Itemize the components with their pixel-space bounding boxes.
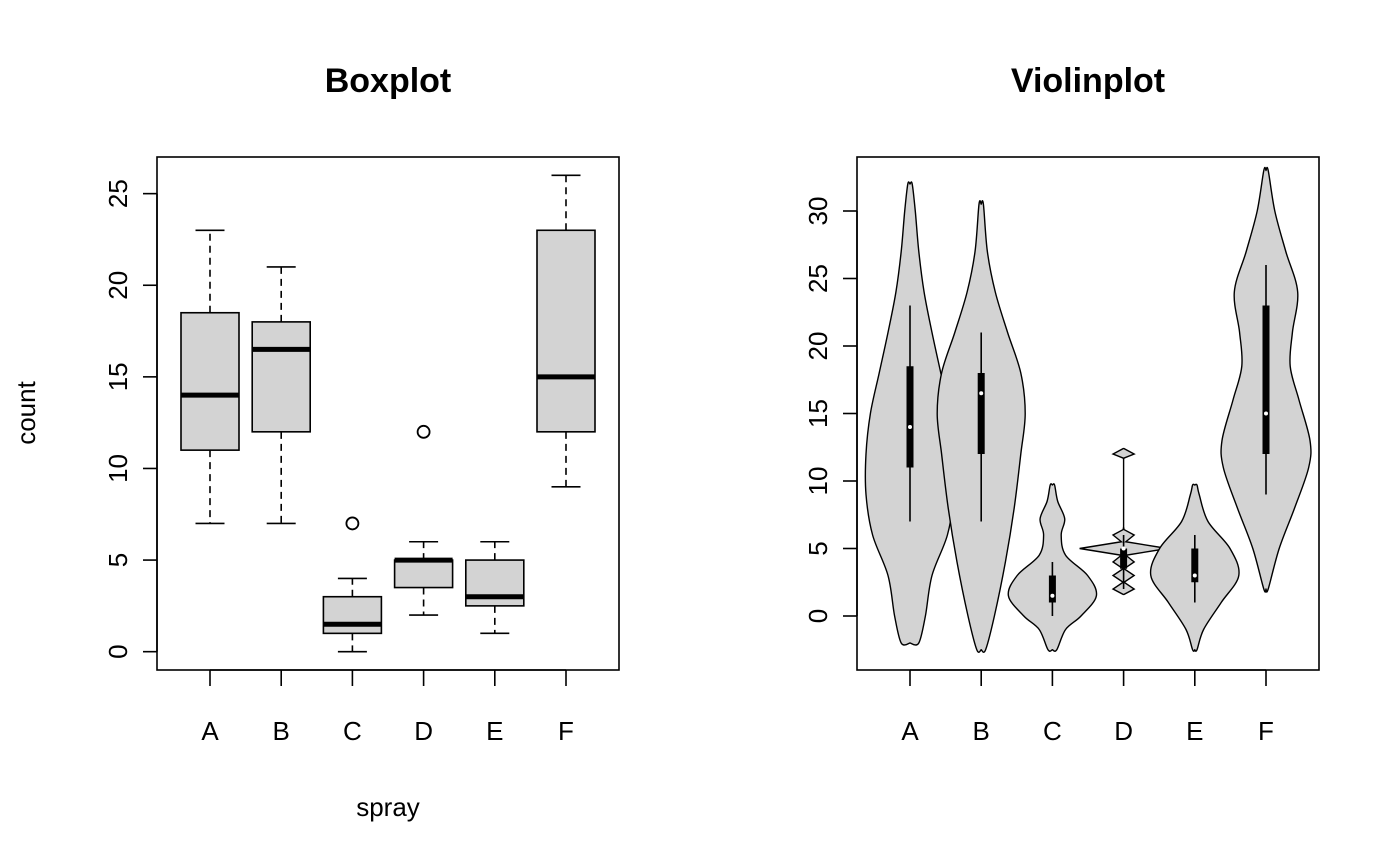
violinplot-x-tick-label: F xyxy=(1258,716,1274,746)
violin-iqr-bar xyxy=(1048,575,1056,603)
violin-iqr-bar xyxy=(1262,305,1270,454)
violin-f xyxy=(1220,166,1312,593)
violin-median-dot xyxy=(1050,593,1055,598)
box-iqr-rect xyxy=(536,229,596,433)
box-outlier-point xyxy=(345,516,360,531)
violinplot-x-axis: A B C D E F xyxy=(901,669,1274,746)
boxplot-x-axis-label: spray xyxy=(356,792,420,822)
boxplot-y-tick-label: 25 xyxy=(103,179,133,208)
violin-iqr-bar xyxy=(1191,548,1199,583)
box-b xyxy=(251,266,311,525)
violinplot-y-tick-label: 30 xyxy=(803,197,833,226)
boxplot-title: Boxplot xyxy=(325,62,452,100)
violinplot-x-tick-label: A xyxy=(901,716,919,746)
violinplot-y-tick-label: 25 xyxy=(803,264,833,293)
box-c xyxy=(322,516,383,653)
boxplot-y-axis: 0 5 10 15 20 25 xyxy=(103,179,158,659)
violin-median-dot xyxy=(908,425,912,429)
boxplot-x-tick-label: F xyxy=(558,716,574,746)
boxplot-marks xyxy=(180,174,596,653)
violin-iqr-bar xyxy=(906,366,914,468)
box-iqr-rect xyxy=(251,321,311,433)
violin-e xyxy=(1149,483,1240,652)
violin-median-dot xyxy=(1192,573,1197,578)
violinplot-x-tick-label: E xyxy=(1186,716,1203,746)
violin-median-dot xyxy=(1264,411,1268,416)
violinplot-y-tick-label: 15 xyxy=(803,399,833,428)
boxplot-y-tick-label: 15 xyxy=(103,362,133,391)
box-iqr-rect xyxy=(322,595,383,635)
violinplot-x-tick-label: C xyxy=(1043,716,1062,746)
violinplot-marks xyxy=(864,166,1312,653)
violin-median-dot xyxy=(1121,546,1126,551)
box-a xyxy=(180,229,240,525)
violinplot-y-tick-label: 0 xyxy=(803,609,833,623)
box-f xyxy=(536,174,596,488)
box-outlier-point xyxy=(416,424,431,439)
boxplot-x-tick-label: E xyxy=(486,716,503,746)
violinplot-y-tick-label: 20 xyxy=(803,332,833,361)
violin-iqr-bar xyxy=(977,373,985,454)
violinplot-x-tick-label: D xyxy=(1114,716,1133,746)
boxplot-y-tick-label: 20 xyxy=(103,271,133,300)
violinplot-y-tick-label: 5 xyxy=(803,541,833,555)
box-iqr-rect xyxy=(393,559,454,589)
box-d xyxy=(393,424,454,616)
violinplot-title: Violinplot xyxy=(1011,62,1165,100)
violinplot-panel: Violinplot 0 5 10 15 20 25 30 A B C D E F xyxy=(803,62,1320,746)
box-e xyxy=(464,540,525,635)
boxplot-x-tick-label: C xyxy=(343,716,362,746)
boxplot-x-axis: A B C D E F xyxy=(201,669,574,746)
boxplot-x-tick-label: B xyxy=(273,716,290,746)
violin-median-dot xyxy=(979,391,984,396)
violinplot-y-tick-label: 10 xyxy=(803,467,833,496)
boxplot-x-tick-label: D xyxy=(414,716,433,746)
boxplot-y-tick-label: 5 xyxy=(103,553,133,567)
boxplot-y-tick-label: 10 xyxy=(103,454,133,483)
box-iqr-rect xyxy=(180,311,240,451)
boxplot-panel: Boxplot 0 5 10 15 20 25 A B C D E F spray count xyxy=(11,62,620,822)
boxplot-y-axis-label: count xyxy=(11,380,41,444)
violinplot-y-axis: 0 5 10 15 20 25 30 xyxy=(803,197,858,623)
violin-d xyxy=(1079,447,1168,596)
boxplot-y-tick-label: 0 xyxy=(103,644,133,658)
violin-iqr-bar xyxy=(1120,548,1128,569)
violinplot-x-tick-label: B xyxy=(973,716,990,746)
boxplot-x-tick-label: A xyxy=(201,716,219,746)
violin-b xyxy=(936,200,1026,653)
violin-c xyxy=(1007,483,1098,652)
